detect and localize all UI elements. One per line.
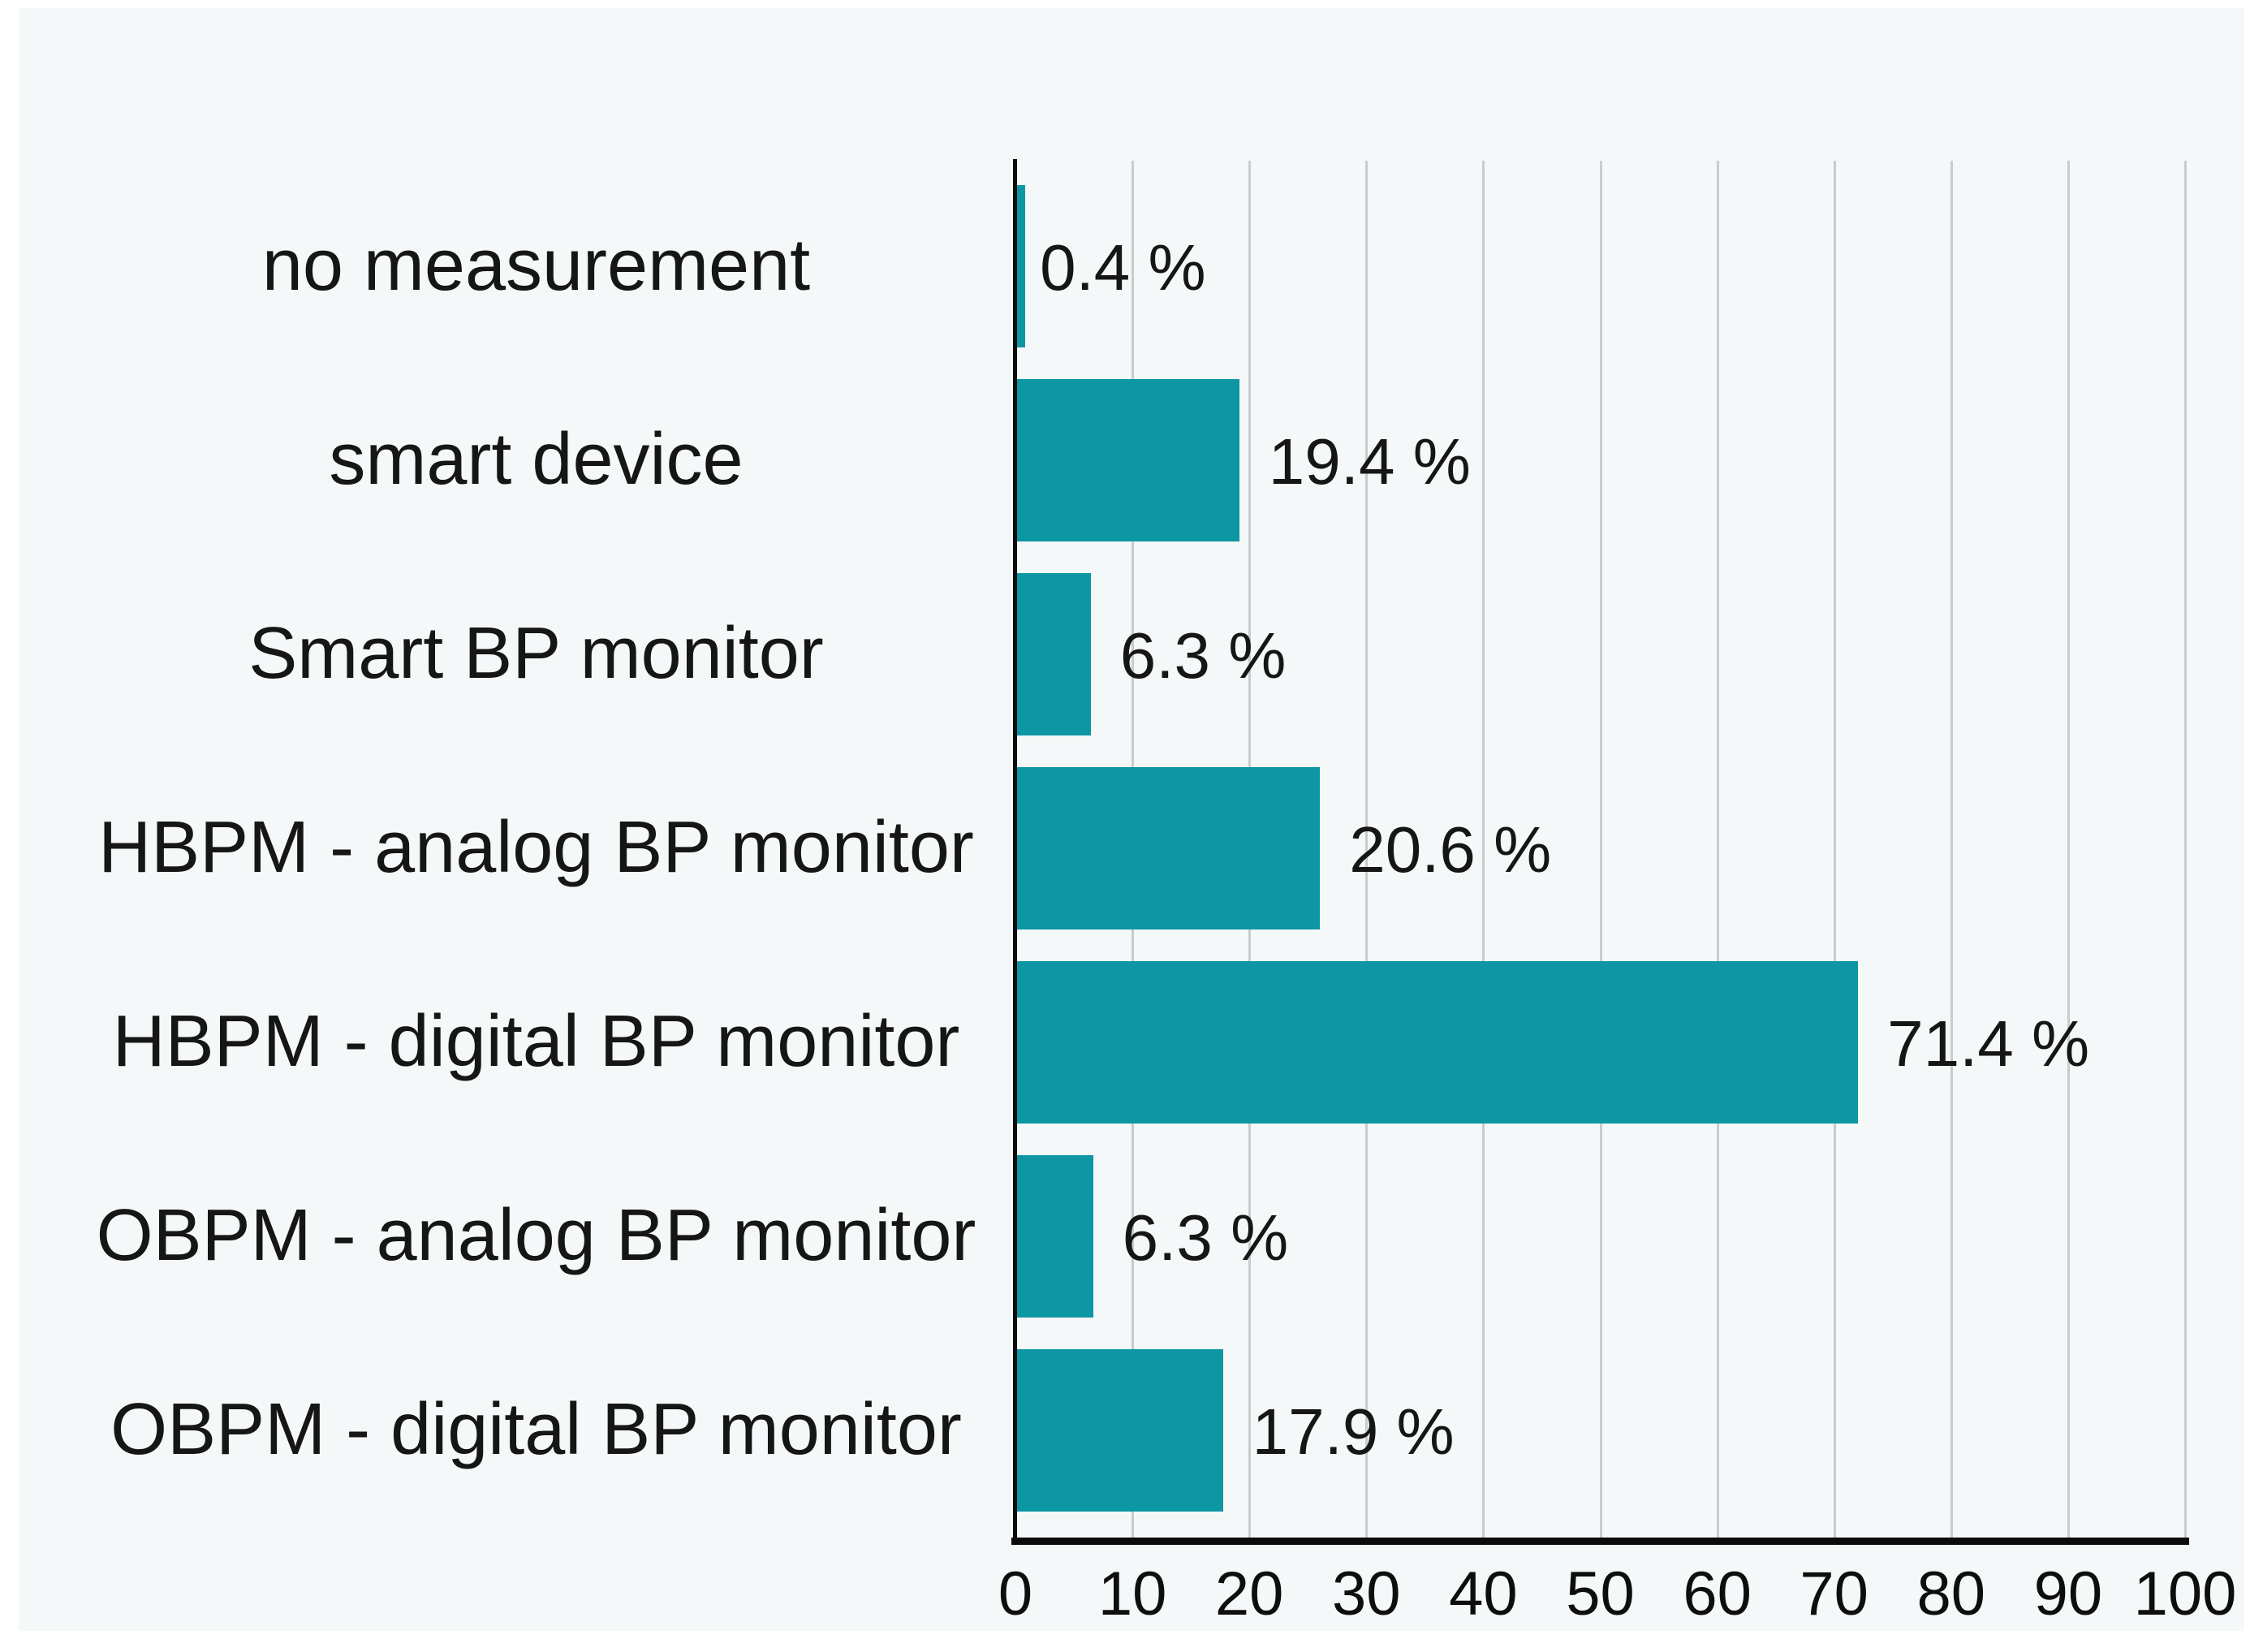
category-label: OBPM - digital BP monitor <box>110 1389 962 1470</box>
category-label: smart device <box>329 419 744 500</box>
bar <box>1017 1349 1223 1512</box>
category-label: Smart BP monitor <box>248 613 824 694</box>
x-axis-line <box>1011 1538 2189 1545</box>
category-label: OBPM - analog BP monitor <box>96 1195 976 1276</box>
category-label: no measurement <box>261 225 811 306</box>
bar <box>1017 573 1091 735</box>
bar-chart: no measurement smart device Smart BP monit… <box>19 8 2244 1631</box>
bar <box>1017 767 1321 930</box>
gridline-70 <box>1833 161 1836 1540</box>
gridline-100 <box>2184 161 2187 1540</box>
x-tick-label-50: 50 <box>1566 1559 1635 1628</box>
x-tick-label-10: 10 <box>1097 1559 1167 1628</box>
x-tick-label-40: 40 <box>1449 1559 1518 1628</box>
gridline-50 <box>1599 161 1602 1540</box>
gridline-60 <box>1716 161 1719 1540</box>
bar <box>1017 1155 1093 1318</box>
bar <box>1017 961 1859 1124</box>
bar <box>1017 185 1026 347</box>
x-tick-label-30: 30 <box>1332 1559 1401 1628</box>
value-label: 0.4 % <box>1040 231 1206 304</box>
x-tick-label-20: 20 <box>1214 1559 1284 1628</box>
x-tick-label-0: 0 <box>998 1559 1033 1628</box>
value-label: 17.9 % <box>1252 1395 1455 1468</box>
value-label: 19.4 % <box>1268 425 1471 498</box>
gridline-80 <box>1950 161 1953 1540</box>
gridline-90 <box>2067 161 2070 1540</box>
value-label: 6.3 % <box>1119 619 1287 692</box>
value-label: 6.3 % <box>1122 1201 1289 1274</box>
category-label: HBPM - analog BP monitor <box>98 807 974 888</box>
x-tick-label-90: 90 <box>2033 1559 2103 1628</box>
gridline-30 <box>1365 161 1369 1540</box>
x-tick-label-100: 100 <box>2133 1559 2237 1628</box>
bar <box>1017 379 1239 541</box>
value-label: 71.4 % <box>1887 1007 2090 1080</box>
y-axis-line <box>1013 159 1017 1545</box>
gridline-40 <box>1482 161 1485 1540</box>
chart-card: no measurement smart device Smart BP monit… <box>19 8 2244 1631</box>
category-label: HBPM - digital BP monitor <box>112 1001 960 1082</box>
x-tick-label-70: 70 <box>1800 1559 1869 1628</box>
x-tick-label-80: 80 <box>1916 1559 1986 1628</box>
x-tick-label-60: 60 <box>1683 1559 1752 1628</box>
value-label: 20.6 % <box>1349 813 1552 886</box>
